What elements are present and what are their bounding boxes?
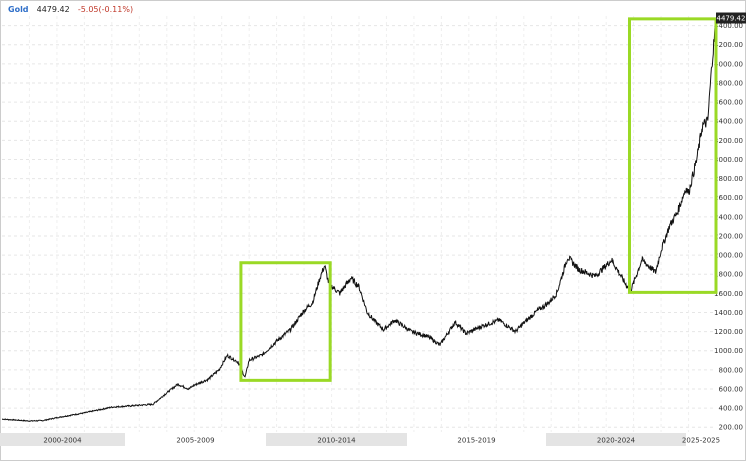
y-tick-label: 1200.00 xyxy=(714,328,743,336)
grid-lines xyxy=(2,16,716,432)
y-tick-label: 4200.00 xyxy=(714,41,743,49)
y-tick-label: 2800.00 xyxy=(714,175,743,183)
gold-price-line xyxy=(2,17,717,422)
y-tick-label: 800.00 xyxy=(719,366,744,374)
y-tick-label: 2000.00 xyxy=(714,252,743,260)
y-tick-label: 1000.00 xyxy=(714,347,743,355)
y-tick-label: 4400.00 xyxy=(714,22,743,30)
y-tick-label: 200.00 xyxy=(719,424,744,432)
last-price-background xyxy=(716,12,746,24)
highlight-box xyxy=(239,261,332,382)
quote-line: Gold 4479.42 -5.05(-0.11%) xyxy=(8,0,133,16)
y-tick-label: 1800.00 xyxy=(714,271,743,279)
y-tick-label: 3800.00 xyxy=(714,79,743,87)
y-tick-label: 1400.00 xyxy=(714,309,743,317)
highlight-box xyxy=(627,17,718,294)
price-change: -5.05 xyxy=(78,5,99,14)
y-tick-label: 3200.00 xyxy=(714,137,743,145)
x-tick-label: 2015-2019 xyxy=(457,437,495,445)
y-tick-label: 400.00 xyxy=(719,405,744,413)
last-price-tag: 4479.42 xyxy=(716,12,746,24)
x-band xyxy=(266,433,407,446)
x-tick-label: 2020-2024 xyxy=(597,437,636,445)
x-band xyxy=(546,433,686,446)
y-tick-label: 3600.00 xyxy=(714,99,743,107)
x-tick-label: 2005-2009 xyxy=(176,437,214,445)
price-change-pct: (-0.11%) xyxy=(99,5,134,14)
quote-header: Gold 4479.42 -5.05(-0.11%) xyxy=(8,0,133,16)
y-tick-label: 2400.00 xyxy=(714,213,743,221)
last-price-label: 4479.42 xyxy=(717,15,746,23)
y-tick-label: 2600.00 xyxy=(714,194,743,202)
x-band xyxy=(407,433,546,446)
y-axis-ticks: 200.00 400.00 600.00 800.00 1000.00 1200.00 14… xyxy=(714,22,743,432)
x-band xyxy=(125,433,266,446)
x-axis-bands: 2000-2004 2005-2009 2010-2014 2015-2019 2020… xyxy=(0,433,720,446)
y-tick-label: 2200.00 xyxy=(714,232,743,240)
x-band xyxy=(686,433,716,446)
highlight-boxes xyxy=(239,17,718,382)
x-tick-label: 2025-2025 xyxy=(682,437,720,445)
last-price: 4479.42 xyxy=(37,5,70,14)
symbol-name: Gold xyxy=(8,5,29,14)
y-tick-label: 1600.00 xyxy=(714,290,743,298)
y-tick-label: 4000.00 xyxy=(714,60,743,68)
y-tick-label: 600.00 xyxy=(719,385,744,393)
y-tick-label: 3400.00 xyxy=(714,118,743,126)
x-band xyxy=(0,433,125,446)
x-tick-label: 2000-2004 xyxy=(43,437,82,445)
x-tick-label: 2010-2014 xyxy=(317,437,356,445)
y-tick-label: 3000.00 xyxy=(714,156,743,164)
